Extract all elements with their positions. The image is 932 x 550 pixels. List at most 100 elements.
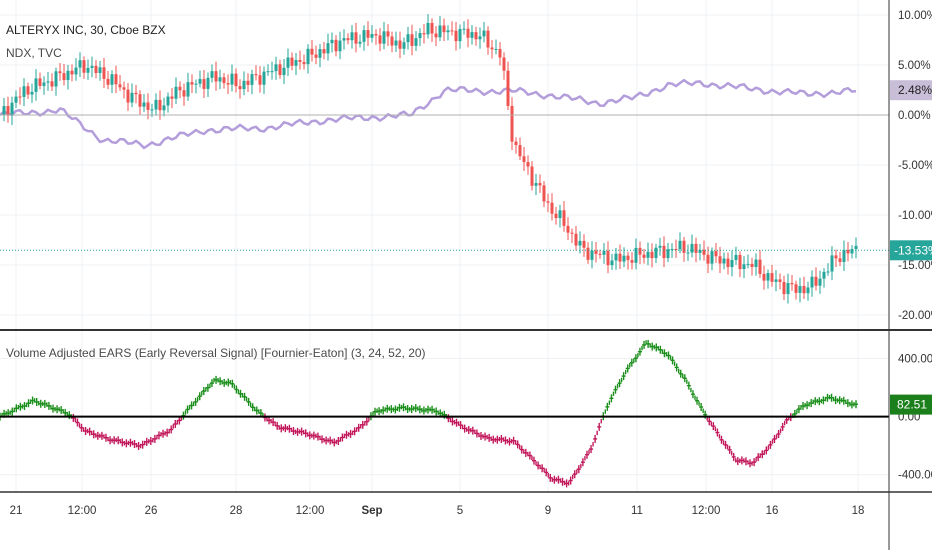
candle-body <box>698 249 702 253</box>
candle-body <box>514 141 518 146</box>
candle-body <box>594 250 598 254</box>
price-axis[interactable]: 10.00% 5.00% 0.00% -5.00% -10.00% -15.00% -20.… <box>898 10 932 322</box>
price-axis-tick-label: -15.00% <box>898 260 932 272</box>
candle-body <box>802 286 806 294</box>
indicator-last-value-tag: 82.51 <box>890 394 932 415</box>
candle-body <box>618 253 622 262</box>
candle-body <box>346 38 350 41</box>
candle-body <box>462 28 466 30</box>
candle-body <box>742 264 746 270</box>
time-axis-tick-label: 26 <box>145 505 158 517</box>
candle-body <box>822 271 826 279</box>
candle-body <box>522 156 526 163</box>
candle-body <box>770 273 774 282</box>
candle-body <box>778 279 782 282</box>
candle-body <box>338 40 342 52</box>
candle-body <box>574 233 578 246</box>
price-axis-tick-label: -10.00% <box>898 210 932 222</box>
candle-body <box>818 278 822 286</box>
candle-body <box>806 287 810 294</box>
candle-body <box>398 40 402 49</box>
candle-body <box>558 210 562 219</box>
candle-body <box>406 34 410 43</box>
candle-body <box>534 183 538 186</box>
candle-body <box>330 39 334 44</box>
candle-body <box>810 276 814 288</box>
candle-body <box>466 28 470 38</box>
candle-body <box>86 67 90 73</box>
candle-body <box>730 260 734 268</box>
candle-body <box>502 57 506 71</box>
candle-body <box>138 94 142 107</box>
price-axis-tick-label: 0.00% <box>898 110 931 122</box>
candle-body <box>306 48 310 65</box>
ears-indicator-series <box>0 339 858 488</box>
indicator-axis-tick-label: -400.00 <box>898 470 932 482</box>
candle-body <box>562 210 566 226</box>
candle-body <box>250 74 254 85</box>
candle-body <box>662 245 666 259</box>
time-axis-tick-label: 18 <box>852 505 865 517</box>
candle-body <box>130 92 134 103</box>
candle-body <box>162 105 166 111</box>
candle-body <box>234 73 238 87</box>
candle-body <box>274 64 278 72</box>
candle-body <box>834 255 838 259</box>
candle-body <box>654 247 658 259</box>
candle-body <box>94 65 98 74</box>
symbol-title[interactable]: ALTERYX INC, 30, Cboe BZX <box>6 23 166 37</box>
candle-body <box>718 256 722 264</box>
candle-body <box>634 247 638 263</box>
candle-body <box>438 25 442 38</box>
candle-body <box>582 240 586 248</box>
candle-body <box>290 57 294 66</box>
candle-body <box>450 30 454 32</box>
candle-body <box>378 35 382 44</box>
candle-body <box>134 92 138 95</box>
candle-body <box>106 78 110 85</box>
candle-body <box>638 247 642 255</box>
candle-body <box>218 77 222 82</box>
candle-body <box>298 60 302 63</box>
time-axis-tick-label: 16 <box>766 505 779 517</box>
candle-body <box>738 254 742 270</box>
candle-body <box>650 251 654 259</box>
candle-body <box>170 96 174 99</box>
candle-body <box>446 30 450 33</box>
candle-body <box>854 245 858 250</box>
indicator-axis[interactable]: 400.000.00-400.00 <box>898 354 932 482</box>
compare-symbol-label[interactable]: NDX, TVC <box>6 46 62 60</box>
compare-line <box>0 78 857 150</box>
candle-body <box>622 255 626 262</box>
candle-body <box>246 80 250 85</box>
candle-body <box>258 75 262 85</box>
candle-body <box>410 34 414 46</box>
time-axis[interactable]: 21 12:00 26 28 12:00 Sep 5 9 11 12:00 16 18 <box>10 505 865 517</box>
candle-body <box>374 34 378 36</box>
candle-body <box>550 202 554 214</box>
candle-body <box>478 36 482 40</box>
candle-body <box>670 248 674 250</box>
candle-body <box>166 96 170 106</box>
candle-body <box>714 251 718 257</box>
candle-body <box>590 250 594 260</box>
indicator-title[interactable]: Volume Adjusted EARS (Early Reversal Sig… <box>6 346 426 360</box>
candle-body <box>186 82 190 97</box>
compare-last-value: 2.48% <box>898 83 932 97</box>
candle-body <box>318 49 322 58</box>
candle-body <box>486 30 490 48</box>
candle-body <box>118 84 122 88</box>
candle-body <box>26 86 30 95</box>
compare-series <box>0 78 857 150</box>
candle-body <box>262 71 266 85</box>
candle-body <box>230 73 234 85</box>
candle-body <box>498 49 502 58</box>
candle-body <box>846 249 850 254</box>
candle-body <box>606 250 610 266</box>
price-last-value: -13.53% <box>894 243 932 257</box>
candle-body <box>174 86 178 99</box>
candle-body <box>614 253 618 261</box>
candle-body <box>470 32 474 38</box>
candlestick-series <box>2 14 858 304</box>
candle-body <box>790 283 794 285</box>
